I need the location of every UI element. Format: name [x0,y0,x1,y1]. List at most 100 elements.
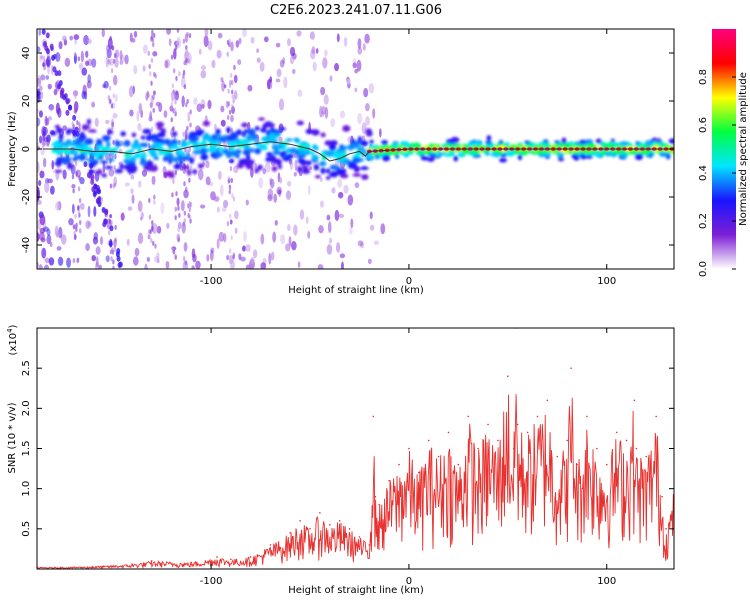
snr-point [576,463,578,466]
snr-point [309,528,311,530]
heatmap-cell [320,167,326,174]
heatmap-cell [199,204,206,209]
heatmap-cell [90,174,95,181]
heatmap-cell [63,149,72,155]
heatmap-cell [292,68,296,75]
heatmap-cell [238,158,248,165]
heatmap-cell [297,89,303,97]
heatmap-cell [62,169,67,180]
heatmap-cell [44,45,49,52]
heatmap-cell [229,79,232,85]
heatmap-cell [204,29,209,37]
heatmap-cell [172,156,180,163]
heatmap-cell [237,59,242,66]
heatmap-cell [168,157,173,165]
heatmap-cell [81,67,88,76]
heatmap-cell [245,264,251,269]
heatmap-cell [370,145,376,149]
heatmap-cell [289,147,298,154]
heatmap-cell [291,241,297,251]
heatmap-cell [38,179,42,187]
heatmap-cell [320,86,326,96]
heatmap-cell [46,234,52,245]
heatmap-cell [369,211,373,220]
heatmap-cell [164,60,169,69]
heatmap-cell [49,241,53,247]
heatmap-cell [263,36,269,43]
heatmap-cell [156,126,163,131]
heatmap-cell [556,151,562,156]
heatmap-cell [91,254,96,262]
heatmap-cell [203,35,209,48]
heatmap-cell [247,121,251,132]
heatmap-cell [62,35,67,42]
heatmap-cell [150,57,154,63]
heatmap-cell [180,200,185,212]
heatmap-cell [243,145,250,151]
heatmap-cell [216,238,220,249]
heatmap-cell [234,210,239,220]
heatmap-cell [65,109,70,116]
heatmap-cell [576,144,586,148]
heatmap-cell [182,38,186,44]
heatmap-cell [101,173,107,178]
heatmap-cell [325,168,331,174]
heatmap-cell [257,164,263,171]
heatmap-cell [296,120,304,126]
heatmap-cell [326,175,331,180]
heatmap-cell [148,234,151,240]
heatmap-cell [278,98,285,111]
heatmap-cell [113,165,116,171]
heatmap-cell [220,184,224,197]
heatmap-cell [293,137,300,142]
heatmap-cell [68,142,75,147]
heatmap-cell [62,125,68,131]
heatmap-cell [109,35,112,41]
heatmap-cell [230,234,233,240]
heatmap-cell [228,248,232,254]
heatmap-cell [104,165,113,170]
heatmap-cell [175,191,178,197]
heatmap-cell [94,117,99,128]
heatmap-cell [259,61,265,72]
heatmap-cell [112,139,115,145]
heatmap-cell [218,170,222,180]
snr-point [457,463,460,466]
heatmap-cell [37,199,42,205]
heatmap-cell [326,244,333,255]
heatmap-cell [648,152,654,159]
snr-point [230,558,232,561]
heatmap-cell [137,232,144,244]
heatmap-cell [195,143,201,150]
heatmap-cell [140,135,146,140]
heatmap-cell [357,136,362,143]
heatmap-cell [174,107,177,113]
heatmap-cell [198,48,202,55]
heatmap-cell [187,135,197,140]
heatmap-cell [81,90,86,100]
heatmap-cell [214,151,223,158]
heatmap-cell [48,104,55,112]
heatmap-cell [114,153,117,159]
x-tick-label: -100 [200,576,223,587]
heatmap-cell [313,164,320,171]
heatmap-cell [37,108,40,114]
heatmap-cell [183,181,186,187]
heatmap-cell [114,57,119,68]
heatmap-cell [170,144,179,150]
heatmap-cell [254,168,259,174]
heatmap-cell [93,183,98,190]
heatmap-cell [271,155,276,160]
heatmap-cell [152,42,155,48]
heatmap-cell [498,139,504,145]
heatmap-cell [196,103,203,113]
heatmap-cell [156,225,162,234]
heatmap-cell [202,120,211,127]
heatmap-cell [297,144,305,151]
heatmap-cell [276,186,283,195]
heatmap-cell [230,219,233,225]
heatmap-cell [79,176,85,185]
heatmap-cell [343,36,348,47]
heatmap-cell [89,157,95,163]
heatmap-cell [229,213,232,219]
